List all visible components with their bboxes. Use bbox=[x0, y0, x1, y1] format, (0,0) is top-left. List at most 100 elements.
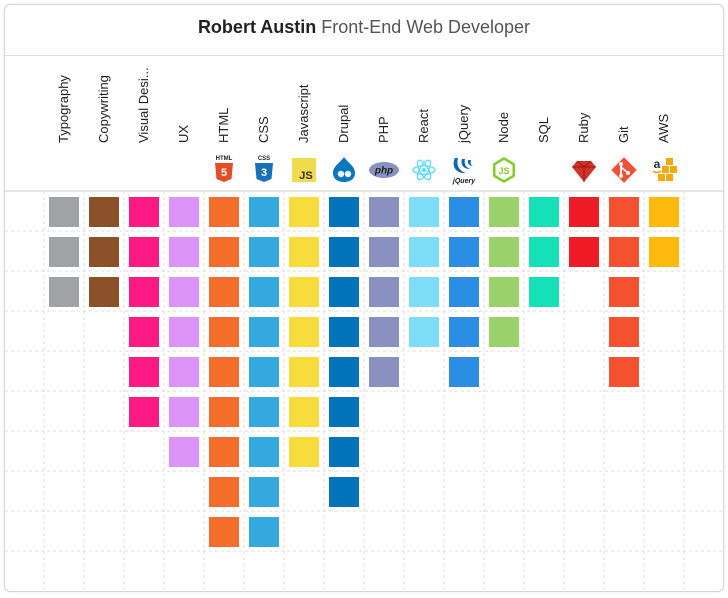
skill-bars bbox=[49, 197, 679, 547]
bar-block-react bbox=[409, 197, 439, 227]
bar-block-git bbox=[609, 357, 639, 387]
css3-icon: CSS 3 bbox=[255, 156, 273, 182]
bar-block-react bbox=[409, 277, 439, 307]
bar-block-javascript bbox=[289, 237, 319, 267]
bar-block-ruby bbox=[569, 197, 599, 227]
bar-block-visual-desi bbox=[129, 237, 159, 267]
bar-block-drupal bbox=[329, 397, 359, 427]
bar-block-html bbox=[209, 357, 239, 387]
bar-block-css bbox=[249, 197, 279, 227]
bar-block-ux bbox=[169, 197, 199, 227]
bar-block-sql bbox=[529, 277, 559, 307]
bar-block-javascript bbox=[289, 357, 319, 387]
column-labels: Typography Copywriting Visual Desi... UX HTM… bbox=[56, 67, 671, 144]
bar-block-sql bbox=[529, 237, 559, 267]
column-label-node: Node bbox=[496, 112, 511, 143]
column-label-javascript: Javascript bbox=[296, 84, 311, 143]
nodejs-icon: JS bbox=[493, 157, 515, 183]
bar-block-jquery bbox=[449, 237, 479, 267]
bar-block-jquery bbox=[449, 357, 479, 387]
bar-block-ux bbox=[169, 397, 199, 427]
svg-text:HTML: HTML bbox=[216, 156, 233, 162]
svg-text:JS: JS bbox=[299, 170, 312, 182]
bar-block-typography bbox=[49, 277, 79, 307]
bar-block-drupal bbox=[329, 437, 359, 467]
bar-block-css bbox=[249, 357, 279, 387]
bar-block-css bbox=[249, 397, 279, 427]
bar-block-node bbox=[489, 317, 519, 347]
bar-block-html bbox=[209, 517, 239, 547]
bar-block-drupal bbox=[329, 317, 359, 347]
bar-block-node bbox=[489, 237, 519, 267]
svg-text:JS: JS bbox=[498, 166, 509, 176]
bar-block-ux bbox=[169, 237, 199, 267]
column-label-typography: Typography bbox=[56, 75, 71, 143]
column-label-copywriting: Copywriting bbox=[96, 75, 111, 143]
bar-block-ruby bbox=[569, 237, 599, 267]
bar-block-node bbox=[489, 197, 519, 227]
column-label-ruby: Ruby bbox=[576, 112, 591, 143]
page-title: Robert Austin Front-End Web Developer bbox=[5, 17, 723, 38]
react-icon bbox=[412, 159, 436, 181]
bar-block-git bbox=[609, 237, 639, 267]
svg-text:a: a bbox=[654, 157, 661, 171]
column-label-aws: AWS bbox=[656, 114, 671, 143]
bar-block-copywriting bbox=[89, 277, 119, 307]
bar-block-drupal bbox=[329, 237, 359, 267]
html5-icon: HTML 5 bbox=[215, 156, 233, 182]
bar-block-copywriting bbox=[89, 237, 119, 267]
bar-block-visual-desi bbox=[129, 357, 159, 387]
bar-block-javascript bbox=[289, 437, 319, 467]
bar-block-visual-desi bbox=[129, 397, 159, 427]
bar-block-node bbox=[489, 277, 519, 307]
bar-block-drupal bbox=[329, 277, 359, 307]
bar-block-drupal bbox=[329, 357, 359, 387]
chart-grid bbox=[5, 190, 723, 591]
bar-block-html bbox=[209, 397, 239, 427]
bar-block-javascript bbox=[289, 397, 319, 427]
bar-block-react bbox=[409, 317, 439, 347]
column-label-git: Git bbox=[616, 126, 631, 143]
bar-block-html bbox=[209, 197, 239, 227]
bar-block-react bbox=[409, 237, 439, 267]
bar-block-javascript bbox=[289, 197, 319, 227]
bar-block-javascript bbox=[289, 317, 319, 347]
bar-block-jquery bbox=[449, 277, 479, 307]
bar-block-sql bbox=[529, 197, 559, 227]
bar-block-html bbox=[209, 477, 239, 507]
bar-block-aws bbox=[649, 197, 679, 227]
bar-block-css bbox=[249, 477, 279, 507]
bar-block-javascript bbox=[289, 277, 319, 307]
column-label-drupal: Drupal bbox=[336, 105, 351, 143]
bar-block-css bbox=[249, 277, 279, 307]
column-label-jquery: jQuery bbox=[456, 104, 471, 144]
bar-block-visual-desi bbox=[129, 197, 159, 227]
bar-block-typography bbox=[49, 237, 79, 267]
column-label-css: CSS bbox=[256, 116, 271, 143]
bar-block-typography bbox=[49, 197, 79, 227]
bar-block-drupal bbox=[329, 477, 359, 507]
ruby-icon bbox=[572, 160, 596, 182]
bar-block-git bbox=[609, 317, 639, 347]
bar-block-html bbox=[209, 237, 239, 267]
bar-block-visual-desi bbox=[129, 277, 159, 307]
svg-text:5: 5 bbox=[221, 167, 227, 179]
bar-block-ux bbox=[169, 277, 199, 307]
bar-block-html bbox=[209, 277, 239, 307]
bar-block-visual-desi bbox=[129, 317, 159, 347]
bar-block-css bbox=[249, 237, 279, 267]
column-label-php: PHP bbox=[376, 116, 391, 143]
bar-block-ux bbox=[169, 357, 199, 387]
svg-text:CSS: CSS bbox=[258, 156, 270, 162]
svg-text:php: php bbox=[374, 166, 393, 177]
developer-name: Robert Austin bbox=[197, 17, 317, 37]
column-label-sql: SQL bbox=[536, 117, 551, 143]
drupal-icon bbox=[333, 157, 355, 182]
bar-block-css bbox=[249, 517, 279, 547]
column-icons: HTML 5 CSS 3 JS php jQuery JS a bbox=[215, 156, 677, 185]
jquery-icon: jQuery bbox=[452, 158, 476, 185]
bar-block-css bbox=[249, 317, 279, 347]
developer-role: Front-End Web Developer bbox=[321, 17, 531, 37]
column-label-react: React bbox=[416, 109, 431, 143]
